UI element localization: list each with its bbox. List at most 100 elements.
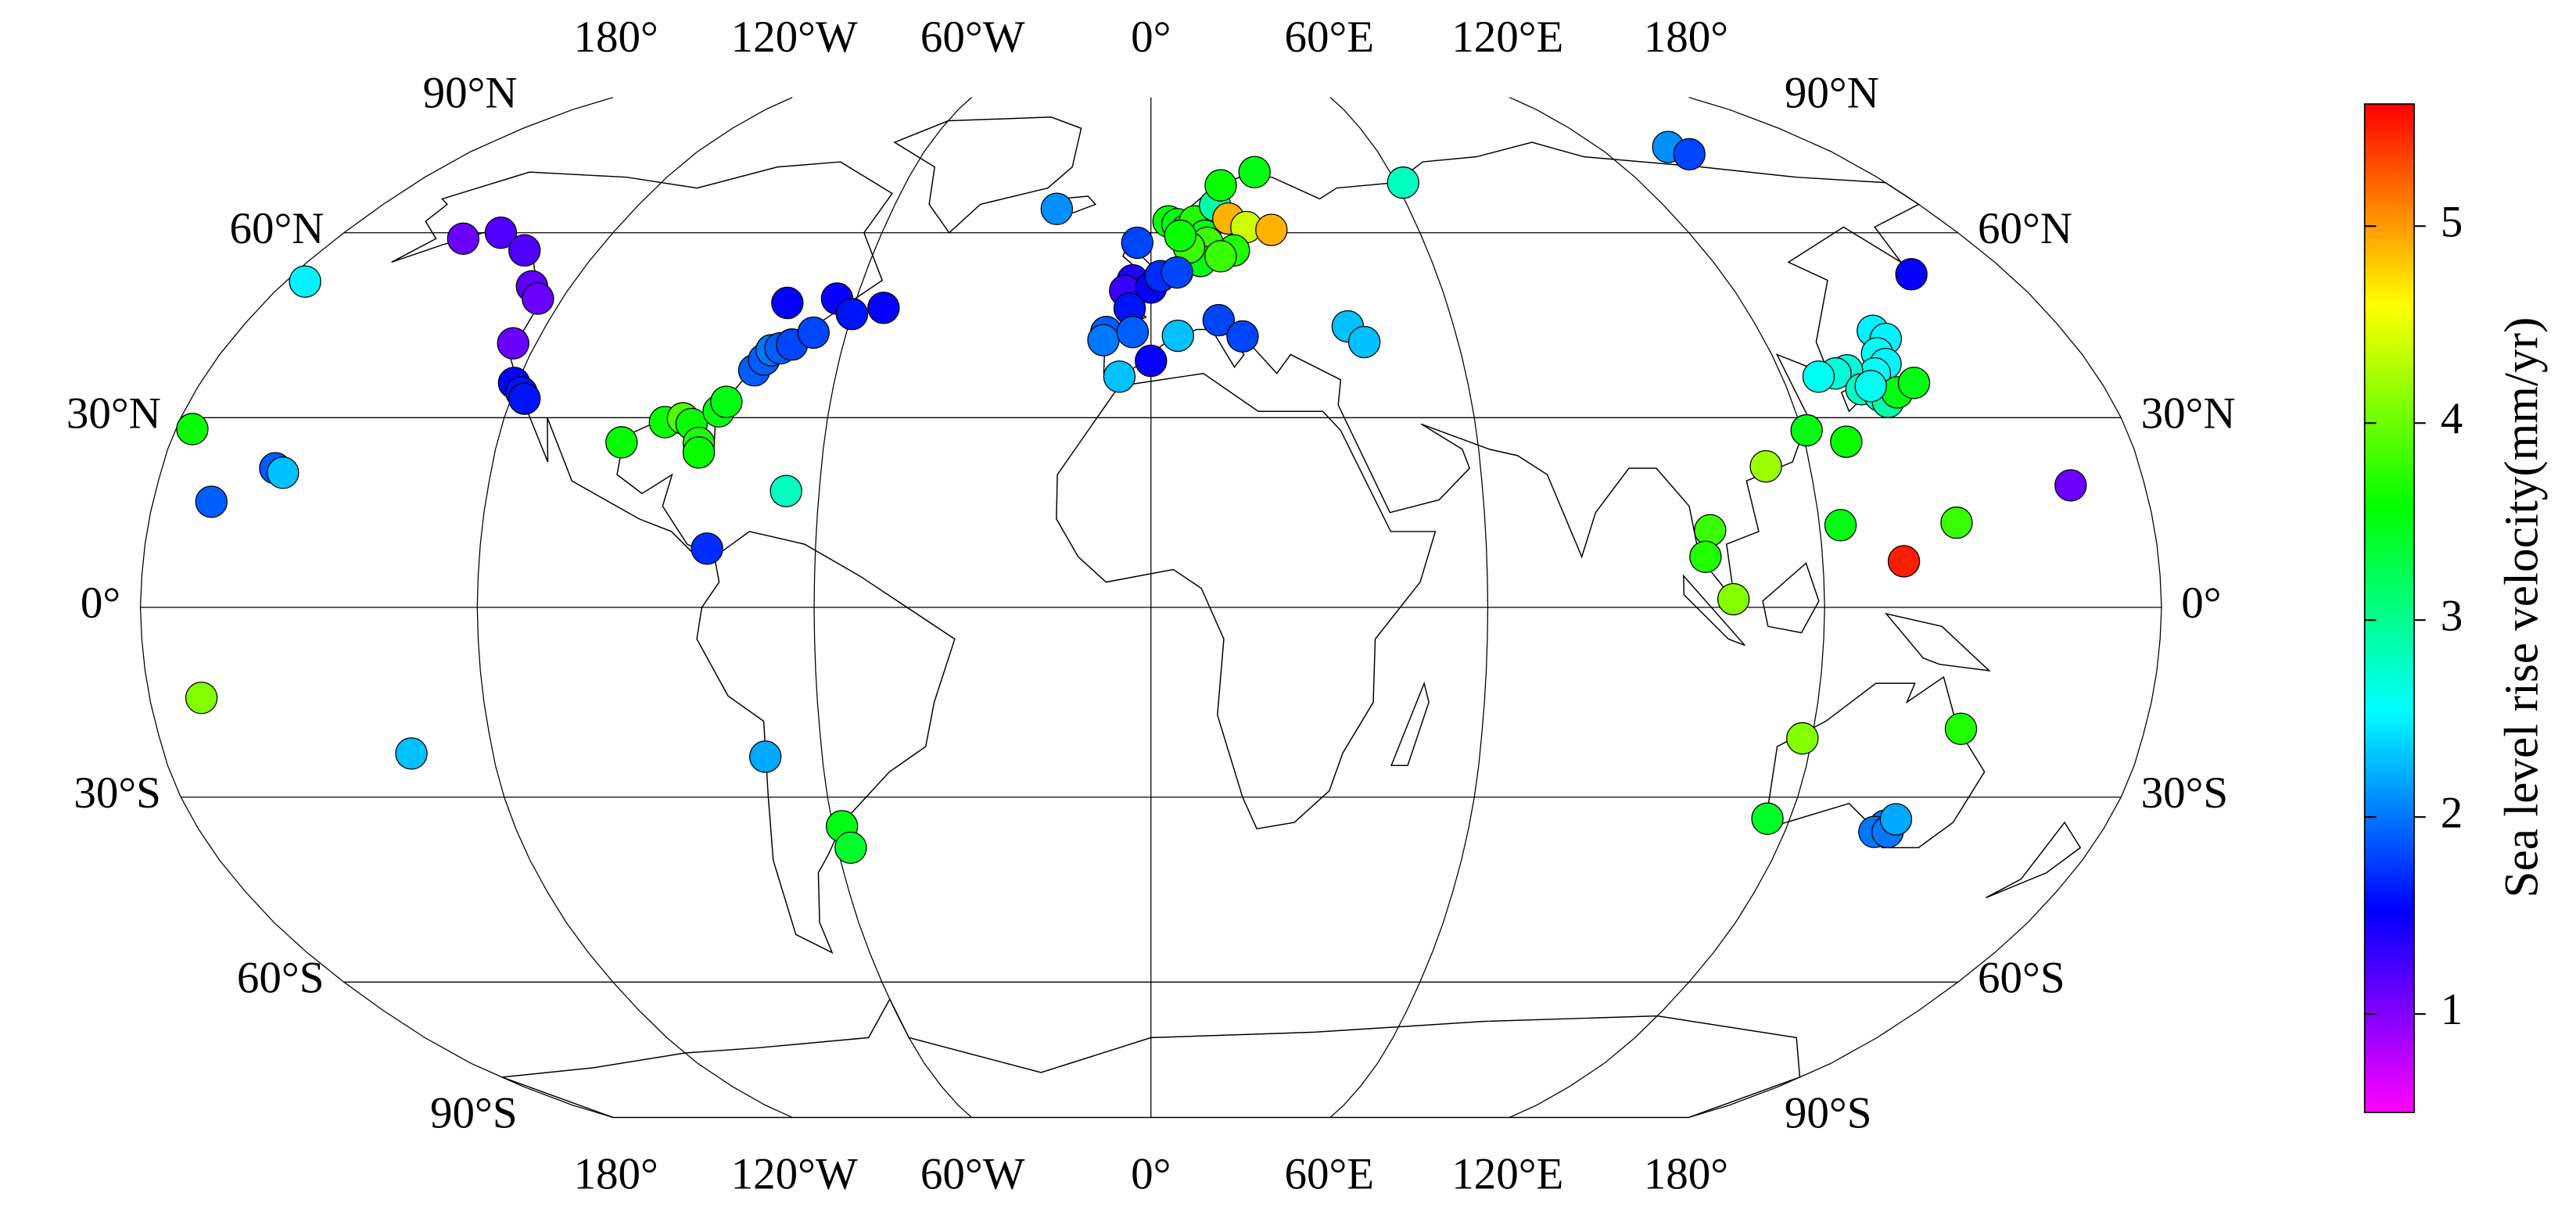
land bbox=[1986, 821, 2082, 899]
station-point bbox=[1940, 506, 1973, 539]
station-point bbox=[289, 265, 321, 298]
station-point bbox=[710, 385, 743, 418]
station-point bbox=[1040, 192, 1074, 225]
station-point bbox=[1164, 219, 1197, 252]
station-point bbox=[1161, 256, 1193, 289]
station-point bbox=[1786, 722, 1819, 755]
station-point bbox=[497, 327, 529, 360]
y-tick-label: 30°N bbox=[2141, 389, 2236, 438]
axis-labels: 180° 180° 120°W 120°W 60°W 60°W 0° 0° 60°E 60°E 12… bbox=[66, 13, 2236, 1199]
y-tick-label: 60°N bbox=[1978, 204, 2072, 253]
graticule bbox=[139, 96, 2162, 1119]
station-point bbox=[605, 426, 638, 459]
y-tick-label: 30°N bbox=[66, 389, 161, 438]
x-tick-label: 60°W bbox=[920, 1150, 1025, 1199]
y-tick-label: 30°S bbox=[2141, 768, 2229, 818]
station-point bbox=[1897, 367, 1931, 399]
station-point bbox=[508, 234, 541, 267]
station-point bbox=[395, 737, 428, 770]
station-point bbox=[1121, 226, 1153, 260]
station-point bbox=[1347, 325, 1381, 359]
station-point bbox=[1854, 370, 1887, 403]
x-tick-label: 120°W bbox=[731, 13, 858, 62]
station-point bbox=[1226, 320, 1259, 353]
station-point bbox=[484, 217, 518, 249]
station-point bbox=[1944, 712, 1978, 746]
station-point bbox=[1749, 449, 1782, 483]
station-point bbox=[508, 382, 541, 415]
y-tick-label: 60°S bbox=[1978, 953, 2065, 1002]
station-point bbox=[176, 413, 209, 446]
station-point bbox=[1103, 360, 1136, 393]
land bbox=[1390, 681, 1430, 767]
y-tick-label: 90°S bbox=[430, 1089, 518, 1138]
x-tick-label: 120°E bbox=[1451, 13, 1563, 62]
colorbar-tick-label: 1 bbox=[2441, 985, 2463, 1034]
colorbar-tick-label: 4 bbox=[2441, 394, 2463, 443]
y-tick-label: 60°S bbox=[237, 953, 325, 1002]
colorbar-tick-label: 5 bbox=[2441, 197, 2463, 246]
y-tick-label: 30°S bbox=[74, 768, 160, 818]
x-tick-label: 60°E bbox=[1284, 13, 1374, 62]
station-point bbox=[867, 292, 900, 324]
land bbox=[1762, 562, 1820, 634]
station-point bbox=[1087, 324, 1120, 356]
x-tick-label: 0° bbox=[1131, 13, 1171, 62]
land bbox=[391, 161, 893, 564]
station-point bbox=[185, 682, 218, 714]
station-point bbox=[195, 485, 228, 518]
station-point bbox=[522, 282, 554, 315]
station-point bbox=[1717, 582, 1750, 616]
x-tick-label: 60°E bbox=[1284, 1150, 1374, 1199]
land bbox=[1683, 574, 1745, 646]
colorbar-tick-label: 2 bbox=[2441, 788, 2463, 837]
station-point bbox=[1895, 258, 1928, 291]
y-tick-label: 0° bbox=[81, 578, 120, 628]
y-tick-label: 90°S bbox=[1785, 1089, 1872, 1138]
station-point bbox=[1135, 344, 1168, 378]
station-point bbox=[835, 298, 869, 331]
land-layer bbox=[391, 116, 2082, 1119]
station-point bbox=[797, 316, 830, 349]
x-tick-label: 180° bbox=[573, 13, 658, 62]
station-point bbox=[1879, 803, 1913, 836]
x-tick-label: 180° bbox=[1644, 13, 1728, 62]
x-tick-label: 180° bbox=[1644, 1150, 1728, 1199]
station-point bbox=[1238, 156, 1271, 188]
x-tick-label: 120°W bbox=[731, 1150, 858, 1199]
land bbox=[893, 116, 1082, 234]
x-tick-label: 120°E bbox=[1451, 1150, 1563, 1199]
station-point bbox=[682, 436, 716, 469]
station-point bbox=[1887, 545, 1921, 578]
station-point bbox=[771, 286, 804, 320]
station-point bbox=[2054, 469, 2087, 502]
station-point bbox=[1790, 414, 1823, 447]
station-point bbox=[1802, 360, 1835, 393]
station-point bbox=[748, 740, 782, 773]
station-point bbox=[267, 457, 300, 489]
stations bbox=[176, 131, 2087, 865]
colorbar-tick-label: 3 bbox=[2441, 591, 2463, 640]
station-point bbox=[1204, 240, 1237, 273]
station-point bbox=[691, 532, 723, 565]
station-point bbox=[1694, 514, 1727, 547]
colorbar-bar bbox=[2363, 103, 2415, 1113]
station-point bbox=[1689, 540, 1722, 573]
station-point bbox=[1387, 166, 1419, 199]
x-tick-label: 60°W bbox=[920, 13, 1025, 62]
station-point bbox=[1751, 802, 1784, 835]
station-point bbox=[1202, 303, 1236, 337]
station-point bbox=[447, 222, 480, 255]
y-tick-label: 90°N bbox=[423, 69, 518, 118]
y-tick-label: 90°N bbox=[1785, 69, 1879, 118]
station-point bbox=[1830, 425, 1863, 458]
land bbox=[1884, 612, 1991, 671]
y-tick-label: 60°N bbox=[229, 204, 324, 253]
station-point bbox=[770, 474, 802, 507]
colorbar: Sea level rise velocity(mm/yr) 1 2 3 4 5 bbox=[2363, 103, 2549, 1113]
station-point bbox=[1116, 316, 1150, 349]
land bbox=[696, 531, 956, 954]
station-point bbox=[834, 831, 867, 865]
